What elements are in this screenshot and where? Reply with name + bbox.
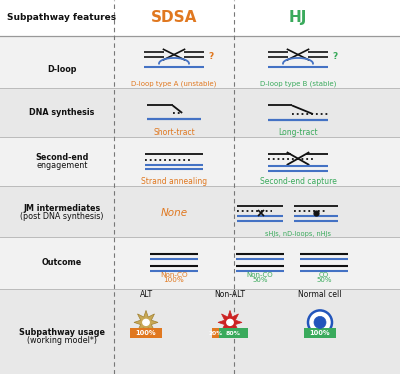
Text: Subpathway features: Subpathway features bbox=[8, 13, 116, 22]
Text: 80%: 80% bbox=[226, 331, 241, 336]
Polygon shape bbox=[134, 310, 158, 334]
Bar bbox=[0, 0, 400, 36]
Text: ?: ? bbox=[333, 52, 338, 61]
Text: 100%: 100% bbox=[136, 330, 156, 336]
Bar bbox=[304, 328, 336, 338]
Bar bbox=[0, 88, 400, 137]
Ellipse shape bbox=[308, 310, 332, 334]
Ellipse shape bbox=[314, 316, 326, 328]
Text: Outcome: Outcome bbox=[42, 258, 82, 267]
Text: ALT: ALT bbox=[140, 290, 152, 299]
Text: Second-end: Second-end bbox=[35, 153, 89, 162]
Text: Short-tract: Short-tract bbox=[153, 128, 195, 137]
Circle shape bbox=[143, 319, 149, 325]
Text: Long-tract: Long-tract bbox=[278, 128, 318, 137]
Text: Strand annealing: Strand annealing bbox=[141, 177, 207, 186]
Bar bbox=[212, 328, 219, 338]
Bar bbox=[130, 328, 162, 338]
Bar bbox=[0, 289, 400, 374]
Text: 100%: 100% bbox=[164, 278, 184, 283]
Text: D-loop: D-loop bbox=[47, 65, 77, 74]
Text: (working model*): (working model*) bbox=[27, 336, 97, 345]
Text: Non-CO: Non-CO bbox=[160, 272, 188, 278]
Text: HJ: HJ bbox=[289, 10, 307, 25]
Bar bbox=[219, 328, 248, 338]
Text: Non-CO: Non-CO bbox=[247, 272, 273, 278]
Polygon shape bbox=[218, 310, 242, 334]
Text: SDSA: SDSA bbox=[151, 10, 197, 25]
Text: (post DNA synthesis): (post DNA synthesis) bbox=[20, 212, 104, 221]
Text: Second-end capture: Second-end capture bbox=[260, 177, 336, 186]
Text: 50%: 50% bbox=[252, 278, 268, 283]
Text: Normal cell: Normal cell bbox=[298, 290, 342, 299]
Bar bbox=[0, 186, 400, 237]
Circle shape bbox=[227, 319, 233, 325]
Text: D-loop type B (stable): D-loop type B (stable) bbox=[260, 80, 336, 87]
Text: 20%: 20% bbox=[208, 331, 223, 336]
Text: JM intermediates: JM intermediates bbox=[23, 204, 101, 213]
Text: sHJs, nD-loops, nHJs: sHJs, nD-loops, nHJs bbox=[265, 232, 331, 237]
Text: Subpathway usage: Subpathway usage bbox=[19, 328, 105, 337]
Text: 50%: 50% bbox=[316, 278, 332, 283]
Text: None: None bbox=[160, 208, 188, 218]
Text: D-loop type A (unstable): D-loop type A (unstable) bbox=[131, 80, 217, 87]
Text: 100%: 100% bbox=[310, 330, 330, 336]
Text: engagement: engagement bbox=[36, 161, 88, 170]
Text: Non-ALT: Non-ALT bbox=[214, 290, 246, 299]
Text: ?: ? bbox=[209, 52, 214, 61]
Text: DNA synthesis: DNA synthesis bbox=[29, 108, 95, 117]
Text: CO: CO bbox=[319, 272, 329, 278]
